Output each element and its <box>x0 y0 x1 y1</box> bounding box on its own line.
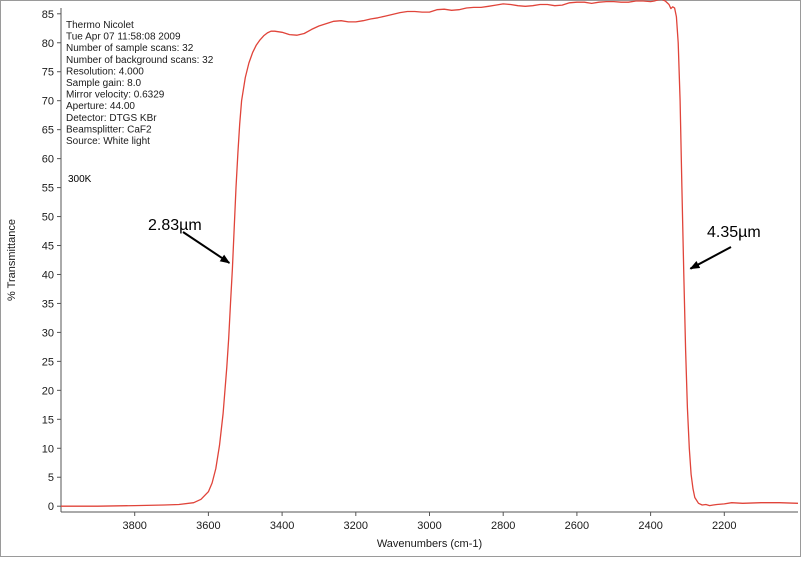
instrument-info-line: Detector: DTGS KBr <box>66 113 157 124</box>
y-tick-label: 0 <box>48 501 54 513</box>
y-tick-label: 55 <box>42 183 54 195</box>
y-tick-label: 60 <box>42 154 54 166</box>
instrument-info-line: Source: White light <box>66 136 150 147</box>
y-tick-label: 25 <box>42 356 54 368</box>
instrument-info-line: Thermo Nicolet <box>66 20 134 31</box>
x-tick-label: 2400 <box>638 520 662 532</box>
x-tick-label: 3600 <box>196 520 220 532</box>
instrument-info-line: Number of sample scans: 32 <box>66 43 194 54</box>
y-tick-label: 65 <box>42 125 54 137</box>
instrument-info-line: Sample gain: 8.0 <box>66 78 141 89</box>
y-tick-label: 15 <box>42 414 54 426</box>
y-tick-label: 70 <box>42 96 54 108</box>
annotation-label: 4.35µm <box>707 224 761 241</box>
temperature-note: 300K <box>68 174 92 185</box>
instrument-info-line: Mirror velocity: 0.6329 <box>66 90 165 101</box>
annotation-arrow <box>689 246 732 270</box>
x-tick-label: 3400 <box>270 520 294 532</box>
instrument-info-line: Resolution: 4.000 <box>66 66 144 77</box>
annotation-arrow <box>182 231 231 264</box>
x-tick-label: 2800 <box>491 520 515 532</box>
instrument-info-line: Aperture: 44.00 <box>66 101 135 112</box>
instrument-info-line: Number of background scans: 32 <box>66 55 214 66</box>
x-axis-title: Wavenumbers (cm-1) <box>377 538 482 550</box>
x-tick-label: 3800 <box>122 520 146 532</box>
x-tick-label: 3200 <box>344 520 368 532</box>
y-tick-label: 45 <box>42 241 54 253</box>
transmittance-line-series-0 <box>61 0 799 507</box>
axes: 0 5 10 15 20 25 30 35 40 45 50 55 60 65 70 75 80 85 3800 36… <box>6 8 798 550</box>
y-tick-label: 10 <box>42 443 54 455</box>
series-layer <box>61 0 799 507</box>
y-tick-label: 5 <box>48 472 54 484</box>
x-tick-label: 3000 <box>417 520 441 532</box>
instrument-info-line: Beamsplitter: CaF2 <box>66 124 152 135</box>
annotation-layer: 2.83µm 4.35µm <box>148 217 761 270</box>
y-tick-label: 80 <box>42 38 54 50</box>
y-tick-label: 35 <box>42 298 54 310</box>
y-tick-label: 40 <box>42 269 54 281</box>
instrument-info-line: Tue Apr 07 11:58:08 2009 <box>66 32 181 43</box>
annotation-label: 2.83µm <box>148 217 202 234</box>
x-tick-label: 2200 <box>712 520 736 532</box>
y-tick-label: 50 <box>42 212 54 224</box>
x-tick-label: 2600 <box>565 520 589 532</box>
y-tick-label: 85 <box>42 9 54 21</box>
y-tick-label: 75 <box>42 67 54 79</box>
y-axis-title: % Transmittance <box>6 219 18 301</box>
y-tick-label: 20 <box>42 385 54 397</box>
y-tick-label: 30 <box>42 327 54 339</box>
